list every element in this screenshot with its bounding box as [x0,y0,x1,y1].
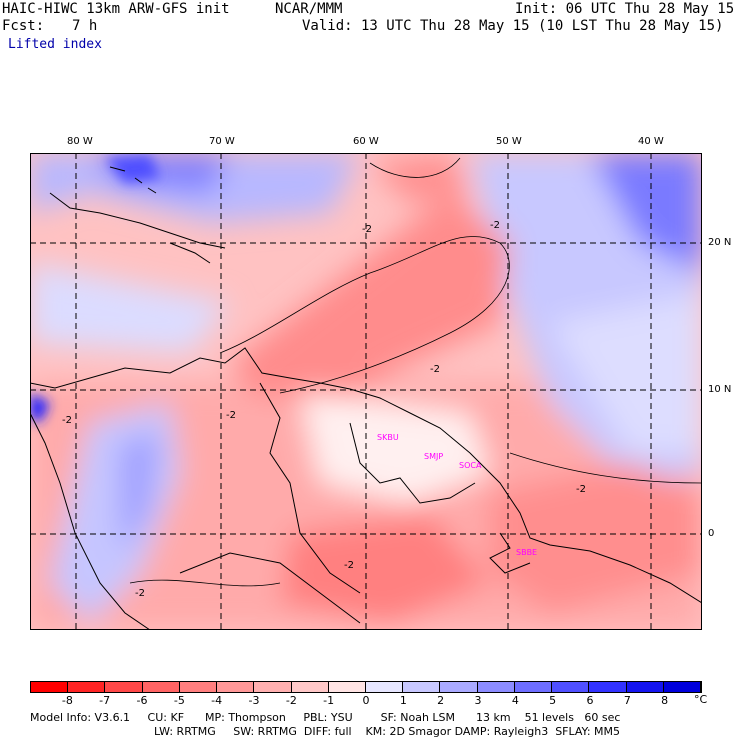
colorbar-swatch [179,682,218,692]
model-physics: LW: RRTMG SW: RRTMG DIFF: full KM: 2D Sm… [154,725,620,738]
lon-label: 60 W [353,136,379,147]
forecast-label: Fcst: [2,18,45,34]
colorbar [30,681,702,693]
colorbar-swatch [440,682,478,692]
colorbar-tick-label: 1 [399,694,407,707]
colorbar-tick-label: -6 [136,694,148,707]
colorbar-swatch [552,682,590,692]
colorbar-tick-label: 0 [362,694,370,707]
colorbar-tick-label: 6 [586,694,594,707]
colorbar-tick-label: 4 [511,694,519,707]
colorbar-tick-label: -2 [285,694,297,707]
field-name: Lifted index [8,37,102,52]
contour-label: -2 [62,415,72,426]
colorbar-swatch [514,682,553,692]
lifted-index-map [30,153,702,630]
contour-label: -2 [135,588,145,599]
forecast-hour: 7 h [72,18,98,34]
colorbar-tick-label: -4 [211,694,223,707]
colorbar-tick-label: 2 [437,694,445,707]
colorbar-swatch [365,682,404,692]
station-label: SMJP [424,452,444,461]
lat-label: 0 [708,528,715,539]
map-frame [30,153,702,630]
colorbar-swatch [626,682,664,692]
colorbar-swatch [403,682,441,692]
colorbar-swatch [31,682,69,692]
colorbar-tick-label: -3 [248,694,260,707]
contours [129,157,702,587]
contour-label: -2 [344,560,354,571]
colorbar-swatch [105,682,143,692]
lat-label: 10 N [708,384,732,395]
colorbar-swatch [68,682,106,692]
coastlines [30,166,702,630]
station-label: SOCA [459,461,482,470]
lon-label: 50 W [496,136,522,147]
valid-time: Valid: 13 UTC Thu 28 May 15 (10 LST Thu … [302,18,724,34]
colorbar-tick-label: 5 [549,694,557,707]
contour-label: -2 [362,224,372,235]
contour-label: -2 [226,410,236,421]
lon-label: 80 W [67,136,93,147]
lon-label: 40 W [638,136,664,147]
lat-label: 20 N [708,237,732,248]
colorbar-tick-label: -7 [99,694,111,707]
colorbar-swatch [477,682,515,692]
init-time: Init: 06 UTC Thu 28 May 15 [515,1,735,17]
colorbar-swatch [142,682,180,692]
lon-label: 70 W [209,136,235,147]
colorbar-swatch [254,682,292,692]
colorbar-swatch [589,682,627,692]
colorbar-tick-label: 3 [474,694,482,707]
contour-label: -2 [430,364,440,375]
colorbar-tick-label: -5 [173,694,185,707]
colorbar-tick-label: 7 [623,694,631,707]
colorbar-swatch [328,682,366,692]
contour-label: -2 [576,484,586,495]
station-label: SKBU [377,433,399,442]
colorbar-tick-label: -1 [323,694,335,707]
colorbar-unit: °C [694,693,708,706]
colorbar-tick-label: 8 [661,694,669,707]
station-label: SBBE [516,548,538,557]
lat-lon-grid [30,153,702,630]
center-label: NCAR/MMM [275,1,343,17]
colorbar-swatch [217,682,255,692]
colorbar-swatch [663,682,701,692]
model-title: HAIC-HIWC 13km ARW-GFS init [2,1,230,17]
contour-label: -2 [490,220,500,231]
colorbar-tick-label: -8 [61,694,73,707]
colorbar-swatch [291,682,329,692]
model-info: Model Info: V3.6.1 CU: KF MP: Thompson P… [30,711,621,724]
